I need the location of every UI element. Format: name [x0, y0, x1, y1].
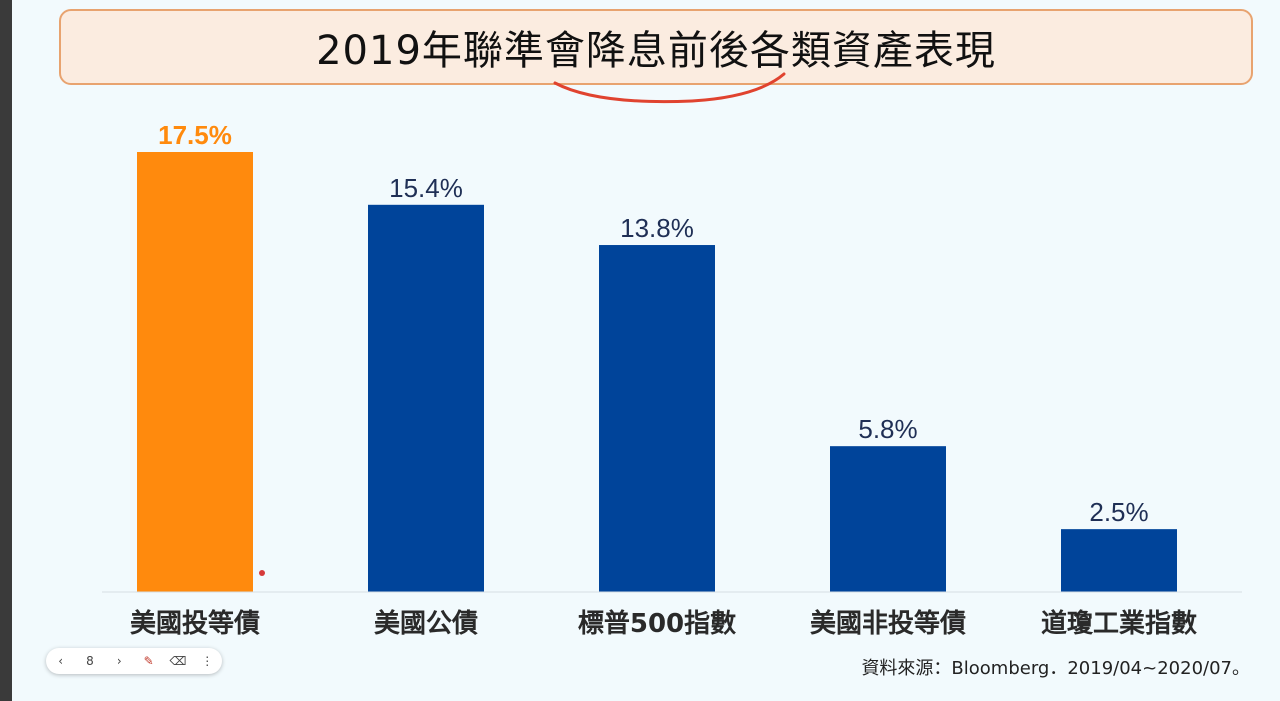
chevron-left-icon[interactable]: ‹ [58, 654, 64, 668]
bar-1 [368, 204, 484, 593]
category-label-3: 美國非投等債 [810, 608, 966, 639]
more-vertical-icon[interactable]: ⋮ [201, 654, 214, 668]
bar-2 [599, 245, 715, 592]
data-label-0: 17.5% [158, 120, 232, 150]
data-label-2: 13.8% [620, 213, 694, 243]
pointer-dot [259, 570, 265, 576]
source-note: 資料來源：Bloomberg．2019/04~2020/07。 [861, 658, 1250, 679]
bar-4 [1061, 529, 1177, 592]
bar-0 [137, 152, 253, 592]
slide: 2019年聯準會降息前後各類資產表現 17.5% 美國投等債 15.4% 美國公債 13… [12, 0, 1280, 701]
category-label-0: 美國投等債 [130, 608, 260, 639]
pen-icon[interactable]: ✎ [143, 654, 154, 668]
bar-chart: 17.5% 美國投等債 15.4% 美國公債 13.8% 標普500指數 5.8% 美國非投等… [102, 120, 1242, 639]
page-number: 8 [86, 654, 94, 668]
data-label-1: 15.4% [389, 173, 463, 203]
category-label-4: 道瓊工業指數 [1041, 608, 1197, 639]
bar-3 [830, 446, 946, 592]
data-label-4: 2.5% [1089, 497, 1148, 527]
chevron-right-icon[interactable]: › [116, 654, 122, 668]
category-label-1: 美國公債 [374, 608, 478, 639]
category-label-2: 標普500指數 [578, 608, 736, 639]
title-box: 2019年聯準會降息前後各類資產表現 [59, 9, 1253, 85]
page-title: 2019年聯準會降息前後各類資產表現 [316, 28, 996, 74]
eraser-icon[interactable]: ⌫ [169, 654, 187, 668]
data-label-3: 5.8% [858, 414, 917, 444]
slide-toolbar: ‹ 8 › ✎ ⌫ ⋮ [46, 648, 222, 674]
